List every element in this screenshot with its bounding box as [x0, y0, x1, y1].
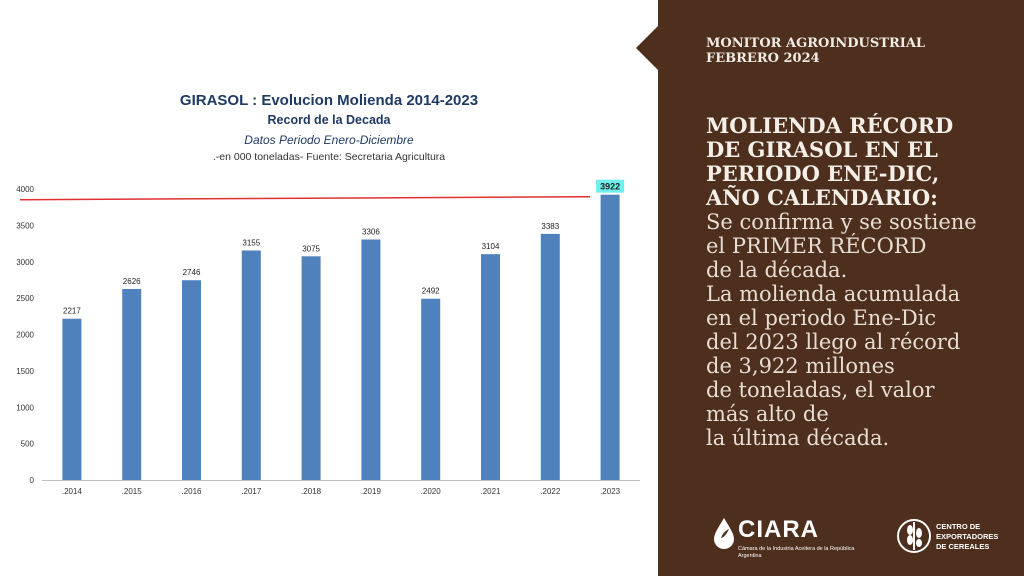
kicker-line-2: FEBRERO 2024 — [706, 51, 820, 66]
x-tick-label: .2017 — [241, 487, 262, 496]
y-tick-label: 3500 — [16, 221, 34, 230]
x-tick-label: .2019 — [361, 487, 382, 496]
headline-line: PERIODO ENE-DIC, — [706, 161, 940, 186]
bar — [62, 318, 82, 480]
x-tick-label: .2022 — [540, 487, 561, 496]
cec-line: CENTRO DE — [936, 522, 981, 531]
kicker-line-1: MONITOR AGROINDUSTRIAL — [706, 36, 926, 51]
bar — [122, 288, 142, 480]
body-line: de la década. — [706, 258, 848, 282]
body-line: la última década. — [706, 426, 890, 450]
ciara-drop-icon — [714, 518, 734, 549]
data-label: 2492 — [422, 287, 440, 296]
body-line: el PRIMER RÉCORD — [706, 234, 927, 258]
y-tick-label: 4000 — [16, 185, 34, 194]
chart-period: Datos Periodo Enero-Diciembre — [244, 133, 414, 147]
record-reference-line — [19, 195, 591, 201]
headline-line: MOLIENDA RÉCORD — [706, 113, 954, 138]
body-line: de toneladas, el valor — [706, 378, 935, 402]
body-line: en el periodo Ene-Dic — [706, 306, 937, 330]
chart-unit-note: .-en 000 toneladas- Fuente: Secretaria A… — [212, 151, 446, 163]
bar — [241, 250, 261, 480]
cec-text: CENTRO DE EXPORTADORES DE CEREALES — [936, 522, 1016, 552]
cec-logo: CENTRO DE EXPORTADORES DE CEREALES — [896, 518, 998, 559]
bar — [301, 256, 321, 480]
headline-line: DE GIRASOL EN EL — [706, 137, 938, 162]
body-line: Se confirma y se sostiene — [706, 210, 977, 234]
body-text: Se confirma y se sostiene el PRIMER RÉCO… — [706, 210, 1006, 450]
cec-line: DE CEREALES — [936, 542, 990, 551]
data-label: 2217 — [63, 307, 81, 316]
cec-globe-icon — [897, 519, 931, 553]
y-tick-label: 500 — [21, 440, 35, 449]
side-panel — [658, 0, 1024, 576]
body-line: más alto de — [706, 402, 829, 426]
x-tick-label: .2021 — [480, 487, 501, 496]
y-tick-label: 2000 — [16, 331, 34, 340]
bar — [361, 239, 381, 480]
x-tick-label: .2015 — [122, 487, 143, 496]
y-tick-label: 2500 — [16, 294, 34, 303]
chart-subtitle: Record de la Decada — [267, 113, 391, 127]
data-label: 3075 — [302, 244, 320, 253]
data-label: 3104 — [482, 242, 500, 251]
body-line: de 3,922 millones — [706, 354, 895, 378]
bar-chart: 0 500 1000 1500 2000 2500 3000 3500 4000 2217 .201… — [16, 179, 640, 496]
body-line: del 2023 llego al récord — [706, 330, 961, 354]
y-tick-label: 3000 — [16, 258, 34, 267]
panel-notch — [636, 26, 658, 70]
data-label: 3922 — [600, 182, 620, 192]
chart-panel: GIRASOL : Evolucion Molienda 2014-2023 R… — [16, 92, 640, 496]
x-tick-label: .2014 — [62, 487, 83, 496]
data-label: 2746 — [183, 268, 201, 277]
bar — [600, 194, 620, 480]
data-label: 3306 — [362, 227, 380, 236]
headline: MOLIENDA RÉCORD DE GIRASOL EN EL PERIODO… — [706, 114, 1006, 210]
cec-line: EXPORTADORES — [936, 532, 999, 541]
headline-block: MOLIENDA RÉCORD DE GIRASOL EN EL PERIODO… — [706, 114, 1006, 451]
bar — [481, 254, 500, 480]
kicker: MONITOR AGROINDUSTRIAL FEBRERO 2024 — [706, 36, 925, 66]
data-label: 3155 — [242, 238, 260, 247]
data-label: 2626 — [123, 277, 141, 286]
bar — [540, 233, 560, 480]
highlight-label-box — [596, 179, 625, 193]
chart-title: GIRASOL : Evolucion Molienda 2014-2023 — [179, 92, 479, 109]
ciara-logo: CIARA Cámara de la Industria Aceitera de… — [712, 516, 854, 559]
ciara-caption: Cámara de la Industria Aceitera de la Re… — [738, 546, 855, 559]
x-tick-label: .2020 — [421, 487, 442, 496]
y-tick-label: 1000 — [16, 403, 34, 412]
y-tick-label: 0 — [30, 476, 35, 485]
ciara-name: CIARA — [738, 516, 819, 543]
body-line: La molienda acumulada — [706, 282, 961, 306]
bar — [182, 280, 201, 480]
y-tick-label: 1500 — [16, 367, 34, 376]
headline-line: AÑO CALENDARIO: — [706, 185, 938, 210]
x-tick-label: .2016 — [181, 487, 202, 496]
x-tick-label: .2023 — [600, 487, 621, 496]
bar — [421, 298, 441, 480]
x-tick-label: .2018 — [301, 487, 322, 496]
data-label: 3383 — [541, 222, 559, 231]
